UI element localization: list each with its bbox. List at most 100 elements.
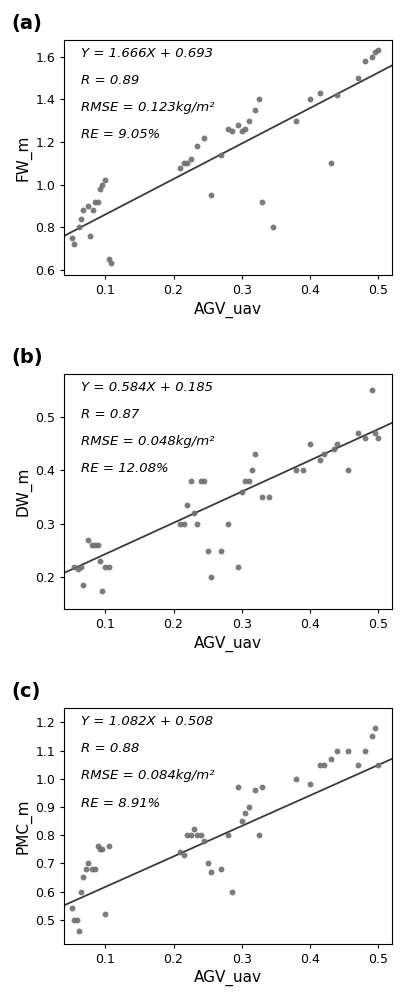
Point (320, 446, 326, 462)
Point (92, 537, 98, 553)
Point (245, 799, 251, 815)
Point (95, 194, 101, 210)
Point (252, 446, 258, 462)
Point (234, 117, 241, 133)
Text: RMSE = 0.084kg/m²: RMSE = 0.084kg/m² (81, 769, 213, 782)
Text: R = 0.88: R = 0.88 (81, 742, 139, 755)
Point (292, 113, 299, 129)
Point (241, 121, 248, 137)
Point (98, 841, 105, 857)
Point (187, 473, 193, 489)
X-axis label: AGV_uav: AGV_uav (194, 970, 262, 986)
Point (90, 202, 96, 218)
Text: R = 0.89: R = 0.89 (81, 74, 139, 87)
Point (92, 861, 98, 877)
Point (180, 847, 187, 863)
Point (234, 779, 241, 795)
Point (255, 91, 262, 107)
Point (367, 728, 374, 744)
Point (367, 382, 374, 398)
Y-axis label: PMC_m: PMC_m (15, 798, 31, 854)
Point (258, 194, 265, 210)
Point (207, 569, 214, 585)
Point (224, 827, 231, 843)
Point (360, 743, 367, 759)
Point (374, 430, 381, 446)
Point (292, 771, 299, 787)
Point (217, 861, 224, 877)
Point (194, 138, 200, 154)
Point (102, 559, 108, 575)
Point (80, 577, 86, 593)
Point (245, 113, 251, 129)
Point (224, 121, 231, 137)
Point (105, 838, 112, 854)
Point (265, 489, 272, 505)
Point (92, 194, 98, 210)
Point (269, 219, 275, 235)
Point (333, 436, 340, 452)
Point (306, 91, 313, 107)
Point (374, 757, 381, 773)
Point (200, 833, 207, 849)
Point (292, 462, 299, 478)
Point (69, 230, 75, 246)
Point (190, 505, 197, 521)
Point (371, 720, 377, 736)
Text: R = 0.87: R = 0.87 (81, 408, 139, 421)
Text: (c): (c) (12, 682, 41, 701)
Point (78, 884, 84, 900)
Point (76, 923, 82, 939)
Point (330, 441, 337, 457)
Point (177, 516, 183, 532)
Point (320, 757, 326, 773)
Point (76, 219, 82, 235)
Point (194, 827, 200, 843)
Point (241, 805, 248, 821)
Y-axis label: FW_m: FW_m (15, 134, 31, 181)
Point (85, 532, 91, 548)
Point (217, 543, 224, 559)
Point (85, 855, 91, 871)
Point (228, 123, 234, 139)
Point (71, 236, 77, 252)
Point (354, 425, 360, 441)
Point (299, 462, 306, 478)
Point (78, 211, 84, 227)
Point (207, 187, 214, 203)
Point (98, 583, 105, 599)
Text: RMSE = 0.123kg/m²: RMSE = 0.123kg/m² (81, 101, 213, 114)
Point (371, 425, 377, 441)
Point (83, 861, 89, 877)
Point (200, 130, 207, 146)
Point (245, 473, 251, 489)
Point (95, 537, 101, 553)
Point (333, 743, 340, 759)
Point (105, 251, 112, 267)
Text: RMSE = 0.048kg/m²: RMSE = 0.048kg/m² (81, 435, 213, 448)
Point (258, 489, 265, 505)
Point (73, 912, 79, 928)
Point (207, 864, 214, 880)
Point (85, 198, 91, 214)
Point (316, 452, 323, 468)
Y-axis label: DW_m: DW_m (15, 467, 31, 516)
Point (78, 559, 84, 575)
Point (96, 553, 103, 569)
Point (180, 516, 187, 532)
Point (241, 473, 248, 489)
Text: RE = 12.08%: RE = 12.08% (81, 462, 168, 475)
Point (360, 430, 367, 446)
Point (343, 743, 350, 759)
Point (326, 155, 333, 171)
Point (217, 147, 224, 163)
Text: Y = 1.082X + 0.508: Y = 1.082X + 0.508 (81, 715, 212, 728)
Point (80, 869, 86, 885)
Point (238, 813, 245, 829)
Point (187, 827, 193, 843)
Point (95, 838, 101, 854)
Point (374, 42, 381, 58)
Point (252, 102, 258, 118)
Point (326, 751, 333, 767)
Point (197, 827, 204, 843)
